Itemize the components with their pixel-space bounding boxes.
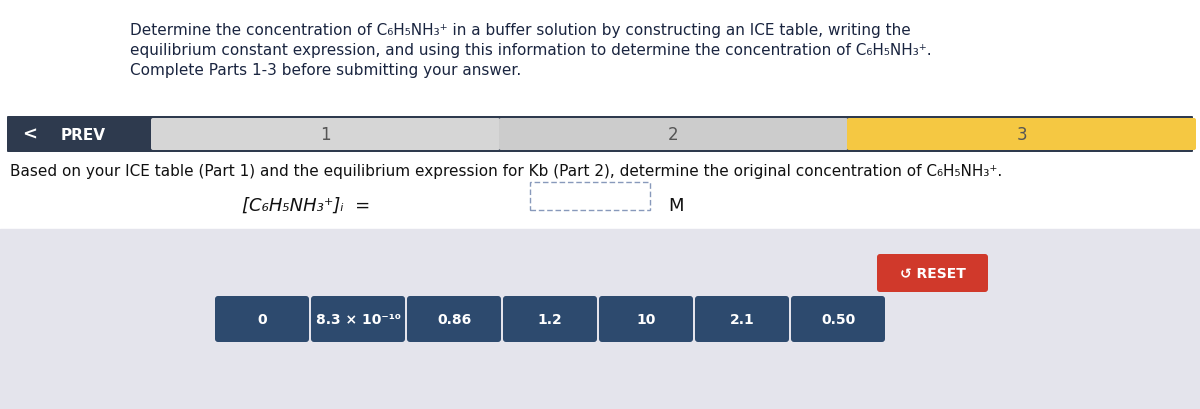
Text: equilibrium constant expression, and using this information to determine the con: equilibrium constant expression, and usi…	[130, 43, 931, 58]
Text: 0.50: 0.50	[821, 312, 856, 326]
Text: Determine the concentration of C₆H₅NH₃⁺ in a buffer solution by constructing an : Determine the concentration of C₆H₅NH₃⁺ …	[130, 23, 911, 38]
FancyBboxPatch shape	[791, 296, 886, 342]
Text: 1: 1	[320, 126, 331, 144]
Text: [C₆H₅NH₃⁺]ᵢ  =: [C₆H₅NH₃⁺]ᵢ =	[241, 196, 370, 214]
FancyBboxPatch shape	[407, 296, 502, 342]
FancyBboxPatch shape	[695, 296, 790, 342]
FancyBboxPatch shape	[215, 296, 310, 342]
FancyBboxPatch shape	[151, 119, 500, 151]
Text: ↺ RESET: ↺ RESET	[900, 266, 966, 280]
Bar	[0, 229, 1200, 409]
Text: PREV: PREV	[60, 127, 106, 142]
Text: M: M	[668, 196, 684, 214]
FancyBboxPatch shape	[530, 182, 650, 211]
Bar	[0, 0, 1200, 229]
Text: 2: 2	[668, 126, 679, 144]
FancyBboxPatch shape	[877, 254, 988, 292]
Text: 8.3 × 10⁻¹⁰: 8.3 × 10⁻¹⁰	[316, 312, 401, 326]
Text: 0.86: 0.86	[437, 312, 472, 326]
Text: 10: 10	[636, 312, 655, 326]
Text: Complete Parts 1-3 before submitting your answer.: Complete Parts 1-3 before submitting you…	[130, 63, 521, 78]
FancyBboxPatch shape	[499, 119, 848, 151]
Text: 0: 0	[257, 312, 266, 326]
Text: Based on your ICE table (Part 1) and the equilibrium expression for Kb (Part 2),: Based on your ICE table (Part 1) and the…	[10, 164, 1002, 179]
FancyBboxPatch shape	[847, 119, 1196, 151]
FancyBboxPatch shape	[311, 296, 406, 342]
FancyBboxPatch shape	[599, 296, 694, 342]
Text: <: <	[23, 126, 37, 144]
Text: 2.1: 2.1	[730, 312, 755, 326]
Text: 3: 3	[1016, 126, 1027, 144]
FancyBboxPatch shape	[503, 296, 598, 342]
FancyBboxPatch shape	[7, 117, 1193, 153]
Text: 1.2: 1.2	[538, 312, 563, 326]
